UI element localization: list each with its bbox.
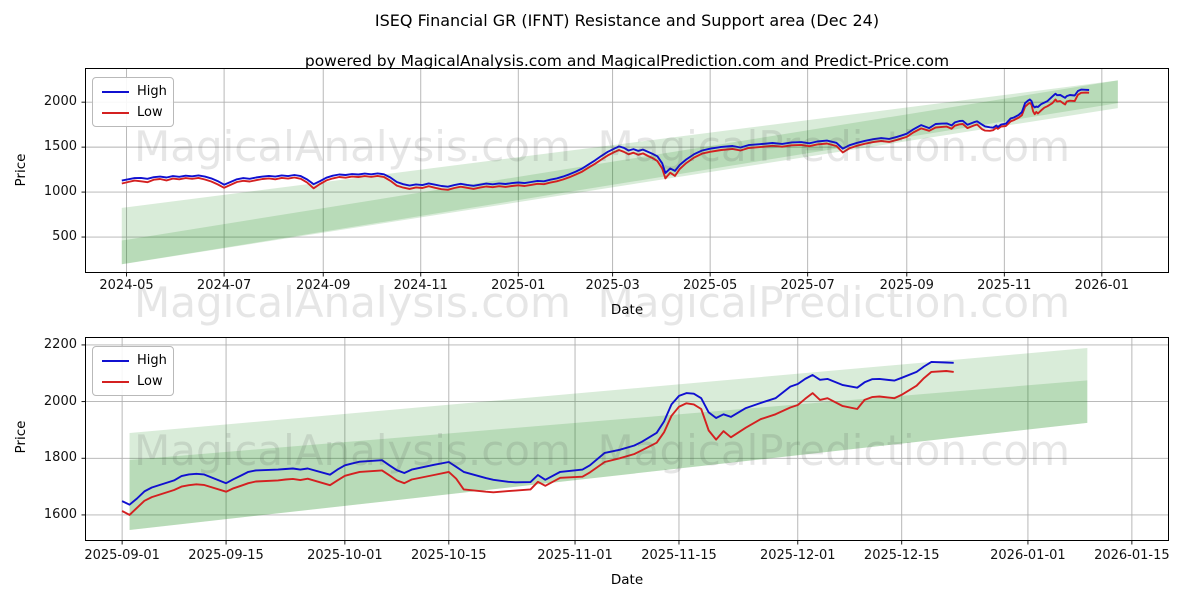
x-tick-label: 2025-07 bbox=[780, 278, 835, 293]
x-tick-label: 2025-05 bbox=[682, 278, 738, 293]
x-tick-label: 2025-09-15 bbox=[188, 548, 264, 563]
x-tick-label: 2025-09 bbox=[879, 278, 934, 293]
x-tick-label: 2024-05 bbox=[99, 278, 154, 293]
high-line-sample bbox=[102, 359, 129, 362]
y-tick-label: 1500 bbox=[43, 139, 77, 155]
low-line bbox=[121, 91, 1090, 191]
x-tick-label: 2025-03 bbox=[585, 278, 640, 293]
x-tick-label: 2026-01-15 bbox=[1094, 548, 1170, 563]
x-tick-label: 2025-10-01 bbox=[307, 548, 383, 563]
y-tick-label: 2000 bbox=[43, 94, 77, 110]
legend-label-high: High bbox=[137, 84, 167, 99]
y-tick-label: 2200 bbox=[43, 336, 77, 352]
legend-item-low: Low bbox=[102, 105, 164, 120]
chart-title: ISEQ Financial GR (IFNT) Resistance and … bbox=[374, 11, 880, 30]
y-tick-label: 1800 bbox=[43, 450, 77, 466]
chart-subtitle: powered by MagicalAnalysis.com and Magic… bbox=[304, 52, 950, 70]
x-tick-label: 2025-11-01 bbox=[537, 548, 613, 563]
support-resistance-band bbox=[129, 348, 1088, 530]
x-tick-label: 2025-12-01 bbox=[759, 548, 836, 563]
legend-item-high: High bbox=[102, 353, 167, 368]
x-tick-label: 2025-01 bbox=[491, 278, 546, 293]
price-chart-overview bbox=[81, 68, 1169, 277]
low-line-sample bbox=[102, 380, 129, 383]
support-resistance-band bbox=[121, 80, 1118, 265]
x-axis-label-overview: Date bbox=[610, 302, 644, 318]
x-tick-label: 2025-12-15 bbox=[863, 548, 940, 563]
x-tick-label: 2025-11-15 bbox=[641, 548, 717, 563]
legend-detail-chart: High Low bbox=[92, 346, 174, 396]
legend-overview-chart: High Low bbox=[92, 77, 174, 127]
y-tick-label: 1600 bbox=[43, 506, 77, 522]
high-line-sample bbox=[102, 90, 129, 93]
x-tick-label: 2026-01 bbox=[1074, 278, 1129, 293]
x-tick-label: 2024-07 bbox=[196, 278, 252, 293]
legend-label-low: Low bbox=[137, 374, 163, 389]
x-tick-label: 2024-11 bbox=[393, 278, 448, 293]
support-resistance-band bbox=[129, 380, 1088, 530]
legend-label-low: Low bbox=[137, 105, 163, 120]
x-tick-label: 2025-11 bbox=[977, 278, 1032, 293]
x-tick-label: 2024-09 bbox=[296, 278, 351, 293]
x-tick-label: 2025-10-15 bbox=[411, 548, 487, 563]
y-tick-label: 2000 bbox=[43, 393, 77, 409]
low-line bbox=[121, 370, 954, 516]
x-tick-label: 2025-09-01 bbox=[84, 548, 160, 563]
support-resistance-band bbox=[121, 80, 1118, 265]
plot-border bbox=[85, 68, 1169, 273]
y-tick-label: 1000 bbox=[43, 184, 77, 200]
x-tick-label: 2026-01-01 bbox=[990, 548, 1066, 563]
legend-item-low: Low bbox=[102, 374, 164, 389]
low-line-sample bbox=[102, 111, 129, 114]
legend-label-high: High bbox=[137, 353, 167, 368]
legend-item-high: High bbox=[102, 84, 167, 99]
high-line bbox=[121, 360, 954, 506]
high-line bbox=[121, 88, 1090, 188]
price-chart-detail bbox=[81, 337, 1169, 545]
plot-border bbox=[85, 337, 1169, 541]
y-tick-label: 500 bbox=[52, 229, 77, 245]
x-axis-label-detail: Date bbox=[610, 572, 644, 588]
